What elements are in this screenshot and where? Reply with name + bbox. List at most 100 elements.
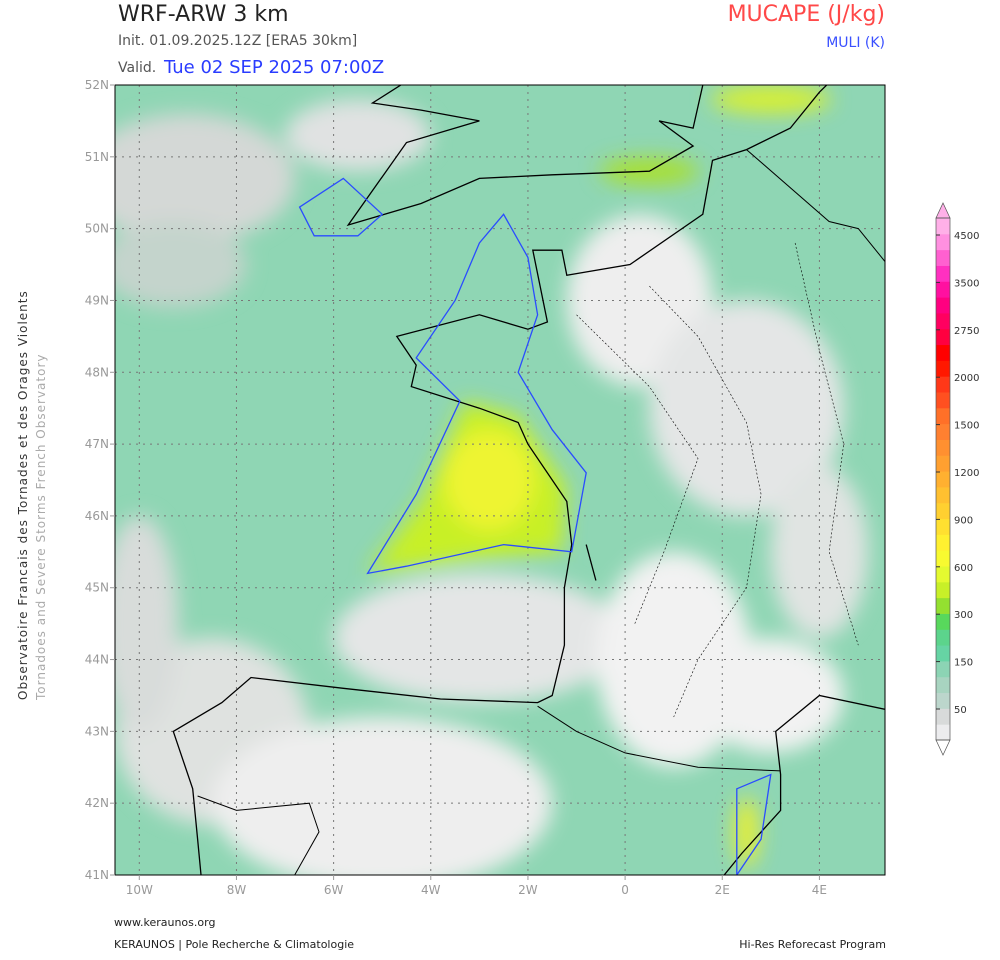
coastline <box>585 544 597 581</box>
colorbar-label: 1200 <box>954 468 979 479</box>
lat-tick-label: 49N <box>85 293 109 307</box>
valid-time: Tue 02 SEP 2025 07:00Z <box>164 57 385 78</box>
colorbar: 4500 3500 2750 2000 1500 1200 900 600 300 150 50 <box>935 202 979 756</box>
region-border <box>794 242 859 646</box>
low-cape-patch <box>649 300 844 516</box>
footer-program: Hi-Res Reforecast Program <box>739 938 886 951</box>
colorbar-label: 50 <box>954 705 967 716</box>
region-border <box>649 285 762 718</box>
map-frame <box>114 84 886 876</box>
colorbar-bin <box>936 486 950 504</box>
colorbar-bin <box>936 281 950 298</box>
field-title: MUCAPE (J/kg) <box>727 2 885 27</box>
colorbar-bin <box>936 439 950 456</box>
region-border <box>576 314 699 624</box>
colorbar-bin <box>936 597 950 614</box>
colorbar-bin <box>936 392 950 409</box>
colorbar-bin <box>936 550 950 567</box>
footer-website: www.keraunos.org <box>114 916 216 929</box>
colorbar-bin <box>936 297 950 314</box>
lat-tick-label: 52N <box>85 78 109 92</box>
colorbar-bin <box>936 407 950 425</box>
cape-core <box>444 430 535 530</box>
low-cape-patch <box>115 113 295 243</box>
contour-title: MULI (K) <box>826 35 885 51</box>
colorbar-bin <box>936 629 950 646</box>
colorbar-bin <box>936 566 950 583</box>
colorbar-bin <box>936 518 950 535</box>
lon-tick-label: 2E <box>715 883 730 897</box>
colorbar-label: 4500 <box>954 231 979 242</box>
colorbar-bin <box>936 660 950 678</box>
cape-north-sea <box>710 85 831 114</box>
axis-ticks: 52N 51N 50N 49N 48N 47N 46N 45N 44N 43N 42N 41N 10W 8… <box>85 78 827 897</box>
colorbar-bin <box>936 645 950 662</box>
coastline <box>723 694 885 875</box>
colorbar-bin <box>936 218 950 235</box>
colorbar-label: 3500 <box>954 278 979 289</box>
model-title: WRF-ARW 3 km <box>118 2 289 27</box>
colorbar-bin <box>936 376 950 393</box>
colorbar-bin <box>936 265 950 282</box>
footer-org: KERAUNOS | Pole Recherche & Climatologie <box>114 938 355 951</box>
colorbar-bin <box>936 613 950 630</box>
colorbar-bin <box>936 233 950 251</box>
colorbar-bin <box>936 312 950 330</box>
lat-tick-label: 42N <box>85 796 109 810</box>
colorbar-label: 2000 <box>954 373 979 384</box>
colorbar-bin <box>936 724 950 741</box>
muli-contour <box>298 177 384 237</box>
colorbar-bin <box>936 455 950 472</box>
valid-label: Valid. <box>118 60 157 76</box>
colorbar-bin <box>936 360 950 377</box>
low-cape-patch <box>285 99 431 172</box>
colorbar-bin <box>936 581 950 599</box>
lat-tick-label: 46N <box>85 509 109 523</box>
colorbar-label: 1500 <box>954 421 979 432</box>
lon-tick-label: 10W <box>126 883 153 897</box>
low-cape-patch <box>697 638 844 753</box>
colorbar-frame <box>935 217 951 741</box>
lat-tick-label: 44N <box>85 653 109 667</box>
coastline <box>172 85 828 875</box>
colorbar-bin <box>936 328 950 346</box>
colorbar-bin <box>936 708 950 725</box>
low-cape-patch <box>115 221 247 308</box>
lat-tick-label: 41N <box>85 868 109 882</box>
lat-tick-label: 47N <box>85 437 109 451</box>
lat-tick-label: 48N <box>85 365 109 379</box>
colorbar-label: 900 <box>954 515 973 526</box>
lon-tick-label: 4W <box>421 883 441 897</box>
lon-tick-label: 8W <box>227 883 247 897</box>
init-time: Init. 01.09.2025.12Z [ERA5 30km] <box>118 33 358 49</box>
lon-tick-label: 2W <box>518 883 538 897</box>
colorbar-bin <box>936 249 950 266</box>
colorbar-bin <box>936 692 950 709</box>
coastline <box>346 85 704 227</box>
colorbar-bin <box>936 502 950 520</box>
map-area <box>115 85 885 875</box>
lat-tick-label: 51N <box>85 150 109 164</box>
country-border <box>197 795 320 875</box>
colorbar-label: 150 <box>954 658 973 669</box>
colorbar-bin <box>936 534 950 551</box>
colorbar-bin <box>936 471 950 488</box>
country-border <box>537 705 781 772</box>
muli-contour <box>736 773 772 875</box>
colorbar-label: 300 <box>954 610 973 621</box>
colorbar-bin <box>936 676 950 694</box>
low-cape-patch <box>770 465 868 638</box>
lat-tick-label: 43N <box>85 724 109 738</box>
colorbar-bin <box>936 344 950 361</box>
cape-field <box>115 85 868 875</box>
colorbar-label: 2750 <box>954 326 979 337</box>
colorbar-max-arrow <box>935 202 951 219</box>
cape-catalonia <box>734 796 759 867</box>
lon-tick-label: 6W <box>324 883 344 897</box>
lat-tick-label: 45N <box>85 581 109 595</box>
muli-contour <box>366 213 587 575</box>
colorbar-label: 600 <box>954 563 973 574</box>
lon-tick-label: 4E <box>812 883 827 897</box>
low-cape-patch <box>212 717 553 875</box>
